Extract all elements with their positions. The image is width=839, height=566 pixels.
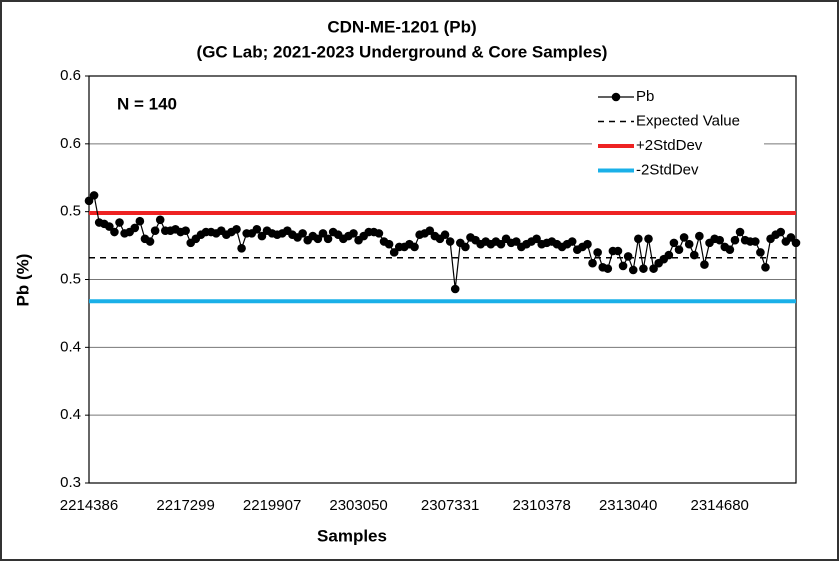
data-point (588, 258, 597, 268)
data-point (496, 239, 506, 249)
y-tick-label: 0.5 (60, 270, 81, 287)
data-point (776, 227, 786, 237)
data-point (130, 223, 140, 233)
data-point (649, 264, 658, 273)
data-point (674, 245, 684, 254)
data-point (735, 227, 745, 237)
data-point (603, 264, 613, 273)
data-point (761, 262, 770, 272)
legend-label: -2StdDev (636, 161, 699, 178)
data-point (715, 235, 725, 245)
x-tick-label: 2314680 (691, 497, 749, 514)
data-point (639, 264, 648, 273)
data-point (110, 227, 119, 237)
data-point (644, 234, 653, 244)
annotation: N = 140 (117, 94, 177, 113)
data-point (298, 229, 307, 238)
data-point (461, 242, 470, 252)
chart-subtitle: (GC Lab; 2021-2023 Underground & Core Sa… (197, 42, 608, 61)
data-point (237, 243, 246, 253)
data-point (150, 226, 160, 235)
data-point (695, 231, 704, 241)
data-point (232, 225, 241, 234)
data-point (374, 229, 384, 238)
data-point (623, 252, 633, 261)
x-axis-label: Samples (317, 526, 387, 545)
data-point (89, 191, 99, 200)
data-point (791, 238, 801, 248)
data-point (252, 225, 262, 234)
data-point (145, 237, 155, 246)
legend-label: Expected Value (636, 112, 740, 129)
data-point (532, 234, 541, 244)
x-tick-label: 2214386 (60, 497, 118, 514)
data-point (318, 229, 328, 238)
data-point (425, 226, 435, 235)
data-point (730, 235, 740, 245)
data-point (115, 218, 124, 227)
data-point (257, 231, 267, 241)
x-tick-label: 2313040 (599, 497, 657, 514)
data-point (105, 222, 114, 231)
data-point (440, 230, 450, 240)
data-point (135, 216, 145, 226)
y-axis-label: Pb (%) (13, 254, 32, 307)
data-point (700, 260, 709, 269)
data-point (618, 261, 628, 271)
x-tick-label: 2219907 (243, 497, 301, 514)
data-point (84, 196, 94, 206)
legend-marker (611, 92, 621, 102)
data-point (689, 250, 699, 260)
data-point (786, 233, 796, 242)
data-point (634, 234, 643, 244)
data-point (410, 242, 419, 252)
data-point (313, 234, 323, 244)
legend-label: +2StdDev (636, 137, 703, 154)
data-point (669, 238, 679, 248)
chart-title: CDN-ME-1201 (Pb) (327, 17, 476, 36)
data-point (181, 226, 190, 235)
data-point (349, 229, 358, 238)
data-point (445, 237, 455, 246)
data-point (613, 246, 623, 256)
y-tick-label: 0.4 (60, 406, 81, 423)
data-point (567, 237, 577, 246)
data-point (155, 215, 165, 225)
data-point (389, 248, 399, 257)
data-point (725, 245, 735, 254)
x-tick-label: 2310378 (512, 497, 570, 514)
x-tick-label: 2217299 (156, 497, 214, 514)
data-point (628, 265, 638, 275)
data-point (593, 248, 602, 257)
data-point (384, 239, 394, 249)
data-point (679, 233, 689, 242)
data-point (664, 250, 674, 260)
data-point (450, 284, 460, 294)
data-point (751, 237, 760, 246)
x-tick-label: 2303050 (329, 497, 387, 514)
y-tick-label: 0.5 (60, 203, 81, 220)
y-tick-label: 0.6 (60, 135, 81, 152)
data-point (323, 234, 333, 244)
data-point (684, 239, 694, 249)
data-point (511, 237, 521, 246)
plot-border (88, 75, 797, 484)
data-point (756, 248, 765, 257)
y-tick-label: 0.3 (60, 474, 81, 491)
legend-label: Pb (636, 88, 654, 105)
y-tick-label: 0.4 (60, 338, 81, 355)
x-tick-label: 2307331 (421, 497, 479, 514)
y-tick-label: 0.6 (60, 67, 81, 84)
data-point (583, 239, 592, 249)
